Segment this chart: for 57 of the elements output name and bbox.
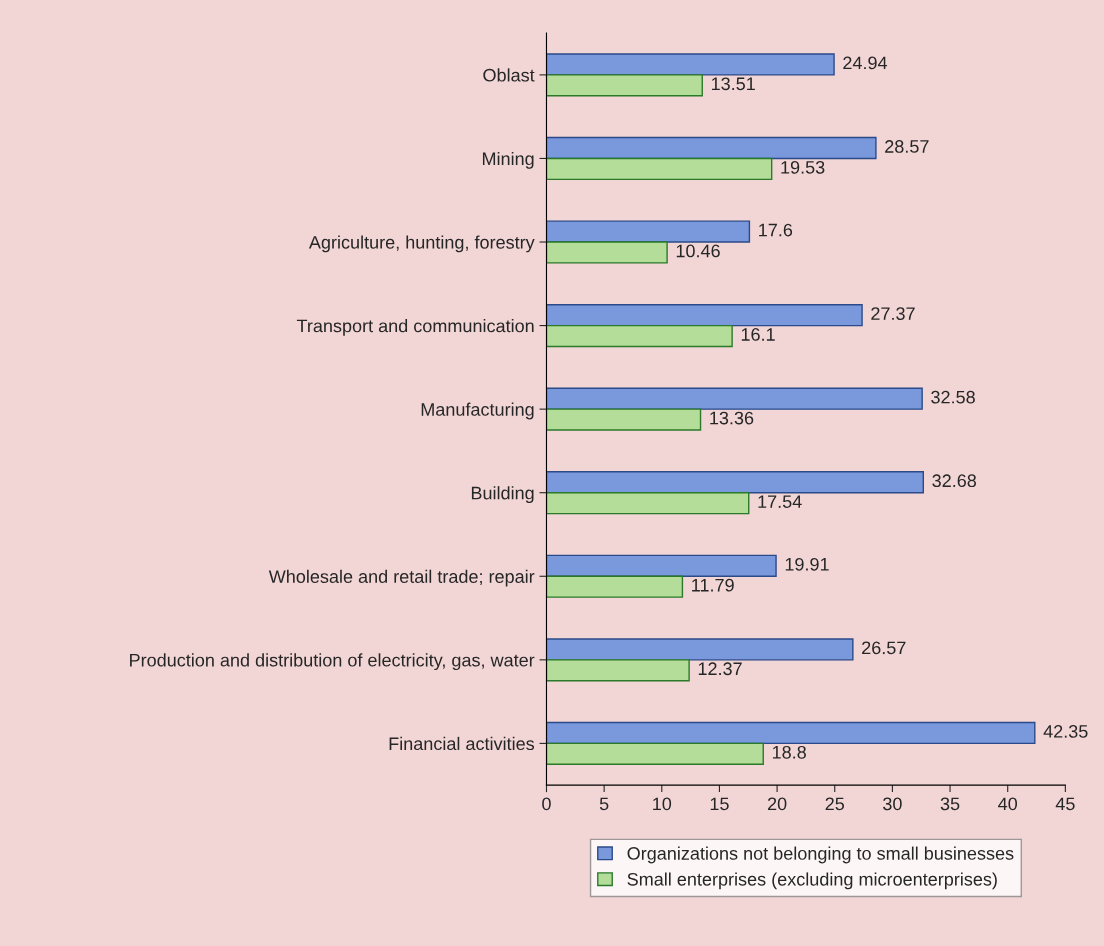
data-label: 11.79	[692, 578, 734, 592]
data-label: 13.36	[710, 411, 754, 425]
y-tick-label: Oblast	[483, 68, 535, 82]
bar	[546, 408, 702, 431]
data-label: 18.8	[772, 745, 806, 759]
x-tick-label: 30	[883, 797, 902, 811]
y-tick-label: Wholesale and retail trade; repair	[268, 569, 535, 587]
bar	[546, 74, 703, 97]
bar	[546, 241, 668, 264]
legend-label: Small enterprises (excluding microenterprises)	[627, 872, 997, 890]
data-label: 17.54	[758, 495, 802, 508]
y-tick-label: Mining	[482, 151, 534, 169]
data-label: 12.37	[698, 662, 742, 676]
data-label: 13.51	[711, 77, 755, 91]
bar	[546, 157, 773, 181]
x-tick-label: 45	[1055, 797, 1075, 811]
bar	[546, 53, 835, 76]
data-label: 27.37	[871, 307, 915, 320]
bar	[546, 721, 1036, 745]
bar	[546, 324, 733, 348]
y-tick-label: Building	[471, 486, 534, 503]
bar	[546, 303, 863, 327]
bar	[546, 575, 684, 598]
data-label: 19.53	[781, 160, 825, 174]
bar	[546, 471, 924, 494]
data-label: 10.46	[676, 244, 720, 258]
x-tick-label: 20	[767, 797, 787, 811]
data-label: 28.57	[885, 140, 929, 153]
x-tick-label: 5	[599, 797, 609, 811]
x-tick-label: 40	[998, 797, 1018, 811]
y-tick-label: Financial activities	[389, 736, 535, 751]
data-label: 26.57	[862, 641, 906, 655]
x-tick-label: 35	[940, 797, 960, 811]
y-tick-label: Manufacturing	[421, 402, 534, 420]
bar	[546, 659, 690, 682]
data-label: 42.35	[1043, 725, 1088, 738]
bar	[546, 638, 854, 661]
x-tick-label: 25	[825, 797, 845, 811]
bar	[546, 742, 764, 765]
bar	[546, 554, 777, 577]
x-tick-label: 0	[542, 797, 551, 811]
data-label: 19.91	[785, 557, 829, 571]
y-tick-label: Production and distribution of electricity, gas, water	[130, 653, 535, 671]
bar	[546, 492, 750, 515]
data-label: 17.6	[759, 223, 793, 237]
data-label: 16.1	[741, 328, 775, 341]
data-label: 32.68	[932, 474, 977, 488]
x-tick-label: 10	[653, 797, 672, 811]
bar	[546, 136, 877, 160]
data-label: 24.94	[843, 56, 888, 70]
data-label: 32.58	[931, 390, 975, 404]
y-tick-label: Transport and communication	[296, 319, 534, 336]
x-tick-label: 15	[710, 797, 729, 811]
bar	[546, 220, 751, 243]
bar	[546, 387, 923, 410]
y-tick-label: Agriculture, hunting, forestry	[308, 235, 535, 253]
legend-label: Organizations not belonging to small businesses	[627, 846, 1014, 864]
